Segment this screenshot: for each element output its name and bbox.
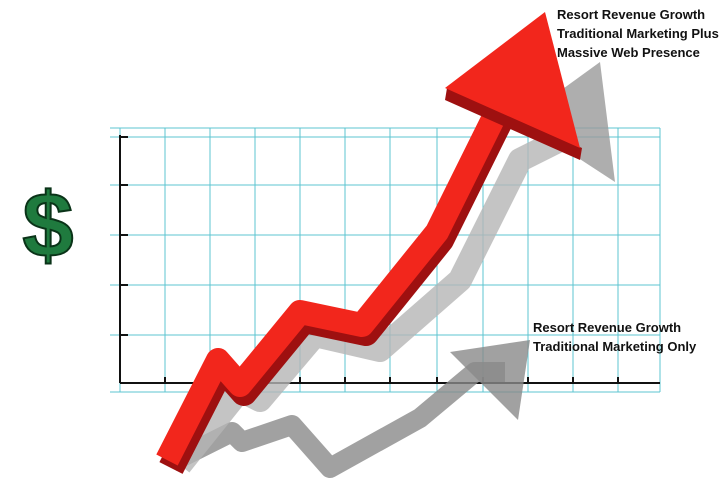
- annotation-line: Traditional Marketing Plus: [557, 26, 719, 41]
- annotation-line: Resort Revenue Growth: [557, 7, 705, 22]
- dollar-sign: $: [22, 174, 73, 276]
- annotation-line: Traditional Marketing Only: [533, 339, 697, 354]
- red-arrow: [156, 12, 582, 474]
- annotation-line: Massive Web Presence: [557, 45, 700, 60]
- gray-arrow: [167, 340, 530, 478]
- annotation-line: Resort Revenue Growth: [533, 320, 681, 335]
